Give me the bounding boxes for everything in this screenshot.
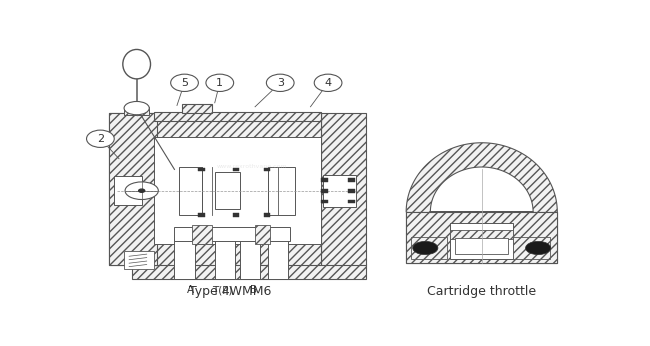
Bar xyxy=(174,239,194,279)
Ellipse shape xyxy=(123,49,151,79)
Bar xyxy=(348,189,356,193)
Text: T(P): T(P) xyxy=(213,285,233,295)
Bar xyxy=(154,113,320,265)
Bar xyxy=(406,212,557,263)
Polygon shape xyxy=(406,143,557,263)
Bar xyxy=(179,167,202,215)
Text: 1: 1 xyxy=(216,78,224,88)
Bar xyxy=(124,251,154,269)
Circle shape xyxy=(526,242,551,255)
Bar xyxy=(131,264,366,279)
Bar xyxy=(233,168,239,171)
Bar xyxy=(264,168,270,171)
Bar xyxy=(321,200,328,203)
Bar xyxy=(320,113,366,265)
Bar xyxy=(114,176,142,206)
Circle shape xyxy=(138,189,145,192)
Bar xyxy=(109,113,157,265)
Bar xyxy=(264,213,270,217)
Bar xyxy=(124,107,150,115)
Bar xyxy=(348,200,356,203)
Text: 4: 4 xyxy=(324,78,332,88)
Ellipse shape xyxy=(171,74,198,91)
Bar xyxy=(174,227,291,242)
Bar xyxy=(192,225,212,244)
Bar xyxy=(321,178,328,182)
Text: www.rexrothvane.com: www.rexrothvane.com xyxy=(217,164,288,169)
Bar xyxy=(182,104,212,113)
Bar xyxy=(450,223,514,258)
Bar xyxy=(406,212,557,263)
Bar xyxy=(240,239,260,279)
Bar xyxy=(268,239,288,279)
Circle shape xyxy=(124,101,150,115)
Bar xyxy=(154,112,320,121)
Bar xyxy=(514,237,550,258)
Bar xyxy=(214,239,235,279)
Text: Type 4WMM6: Type 4WMM6 xyxy=(188,285,271,299)
Bar xyxy=(255,225,270,244)
Ellipse shape xyxy=(206,74,233,91)
Bar xyxy=(455,238,508,254)
Bar xyxy=(214,172,240,209)
Ellipse shape xyxy=(86,130,114,147)
Circle shape xyxy=(413,242,438,255)
Bar xyxy=(154,137,320,244)
Bar xyxy=(268,167,295,215)
Polygon shape xyxy=(430,167,533,212)
Ellipse shape xyxy=(266,74,294,91)
Bar xyxy=(198,168,205,171)
Text: B: B xyxy=(250,285,257,295)
Text: 5: 5 xyxy=(181,78,188,88)
Text: 3: 3 xyxy=(277,78,284,88)
Bar xyxy=(411,237,447,258)
Bar xyxy=(198,213,205,217)
Text: A: A xyxy=(187,285,194,295)
Bar xyxy=(233,213,239,217)
Bar xyxy=(323,175,356,207)
Bar xyxy=(321,189,328,193)
Text: Cartridge throttle: Cartridge throttle xyxy=(427,285,536,299)
Ellipse shape xyxy=(314,74,342,91)
Bar xyxy=(109,113,157,265)
Text: 2: 2 xyxy=(97,134,104,144)
Circle shape xyxy=(125,182,159,200)
Bar xyxy=(450,230,514,239)
Bar xyxy=(348,178,356,182)
